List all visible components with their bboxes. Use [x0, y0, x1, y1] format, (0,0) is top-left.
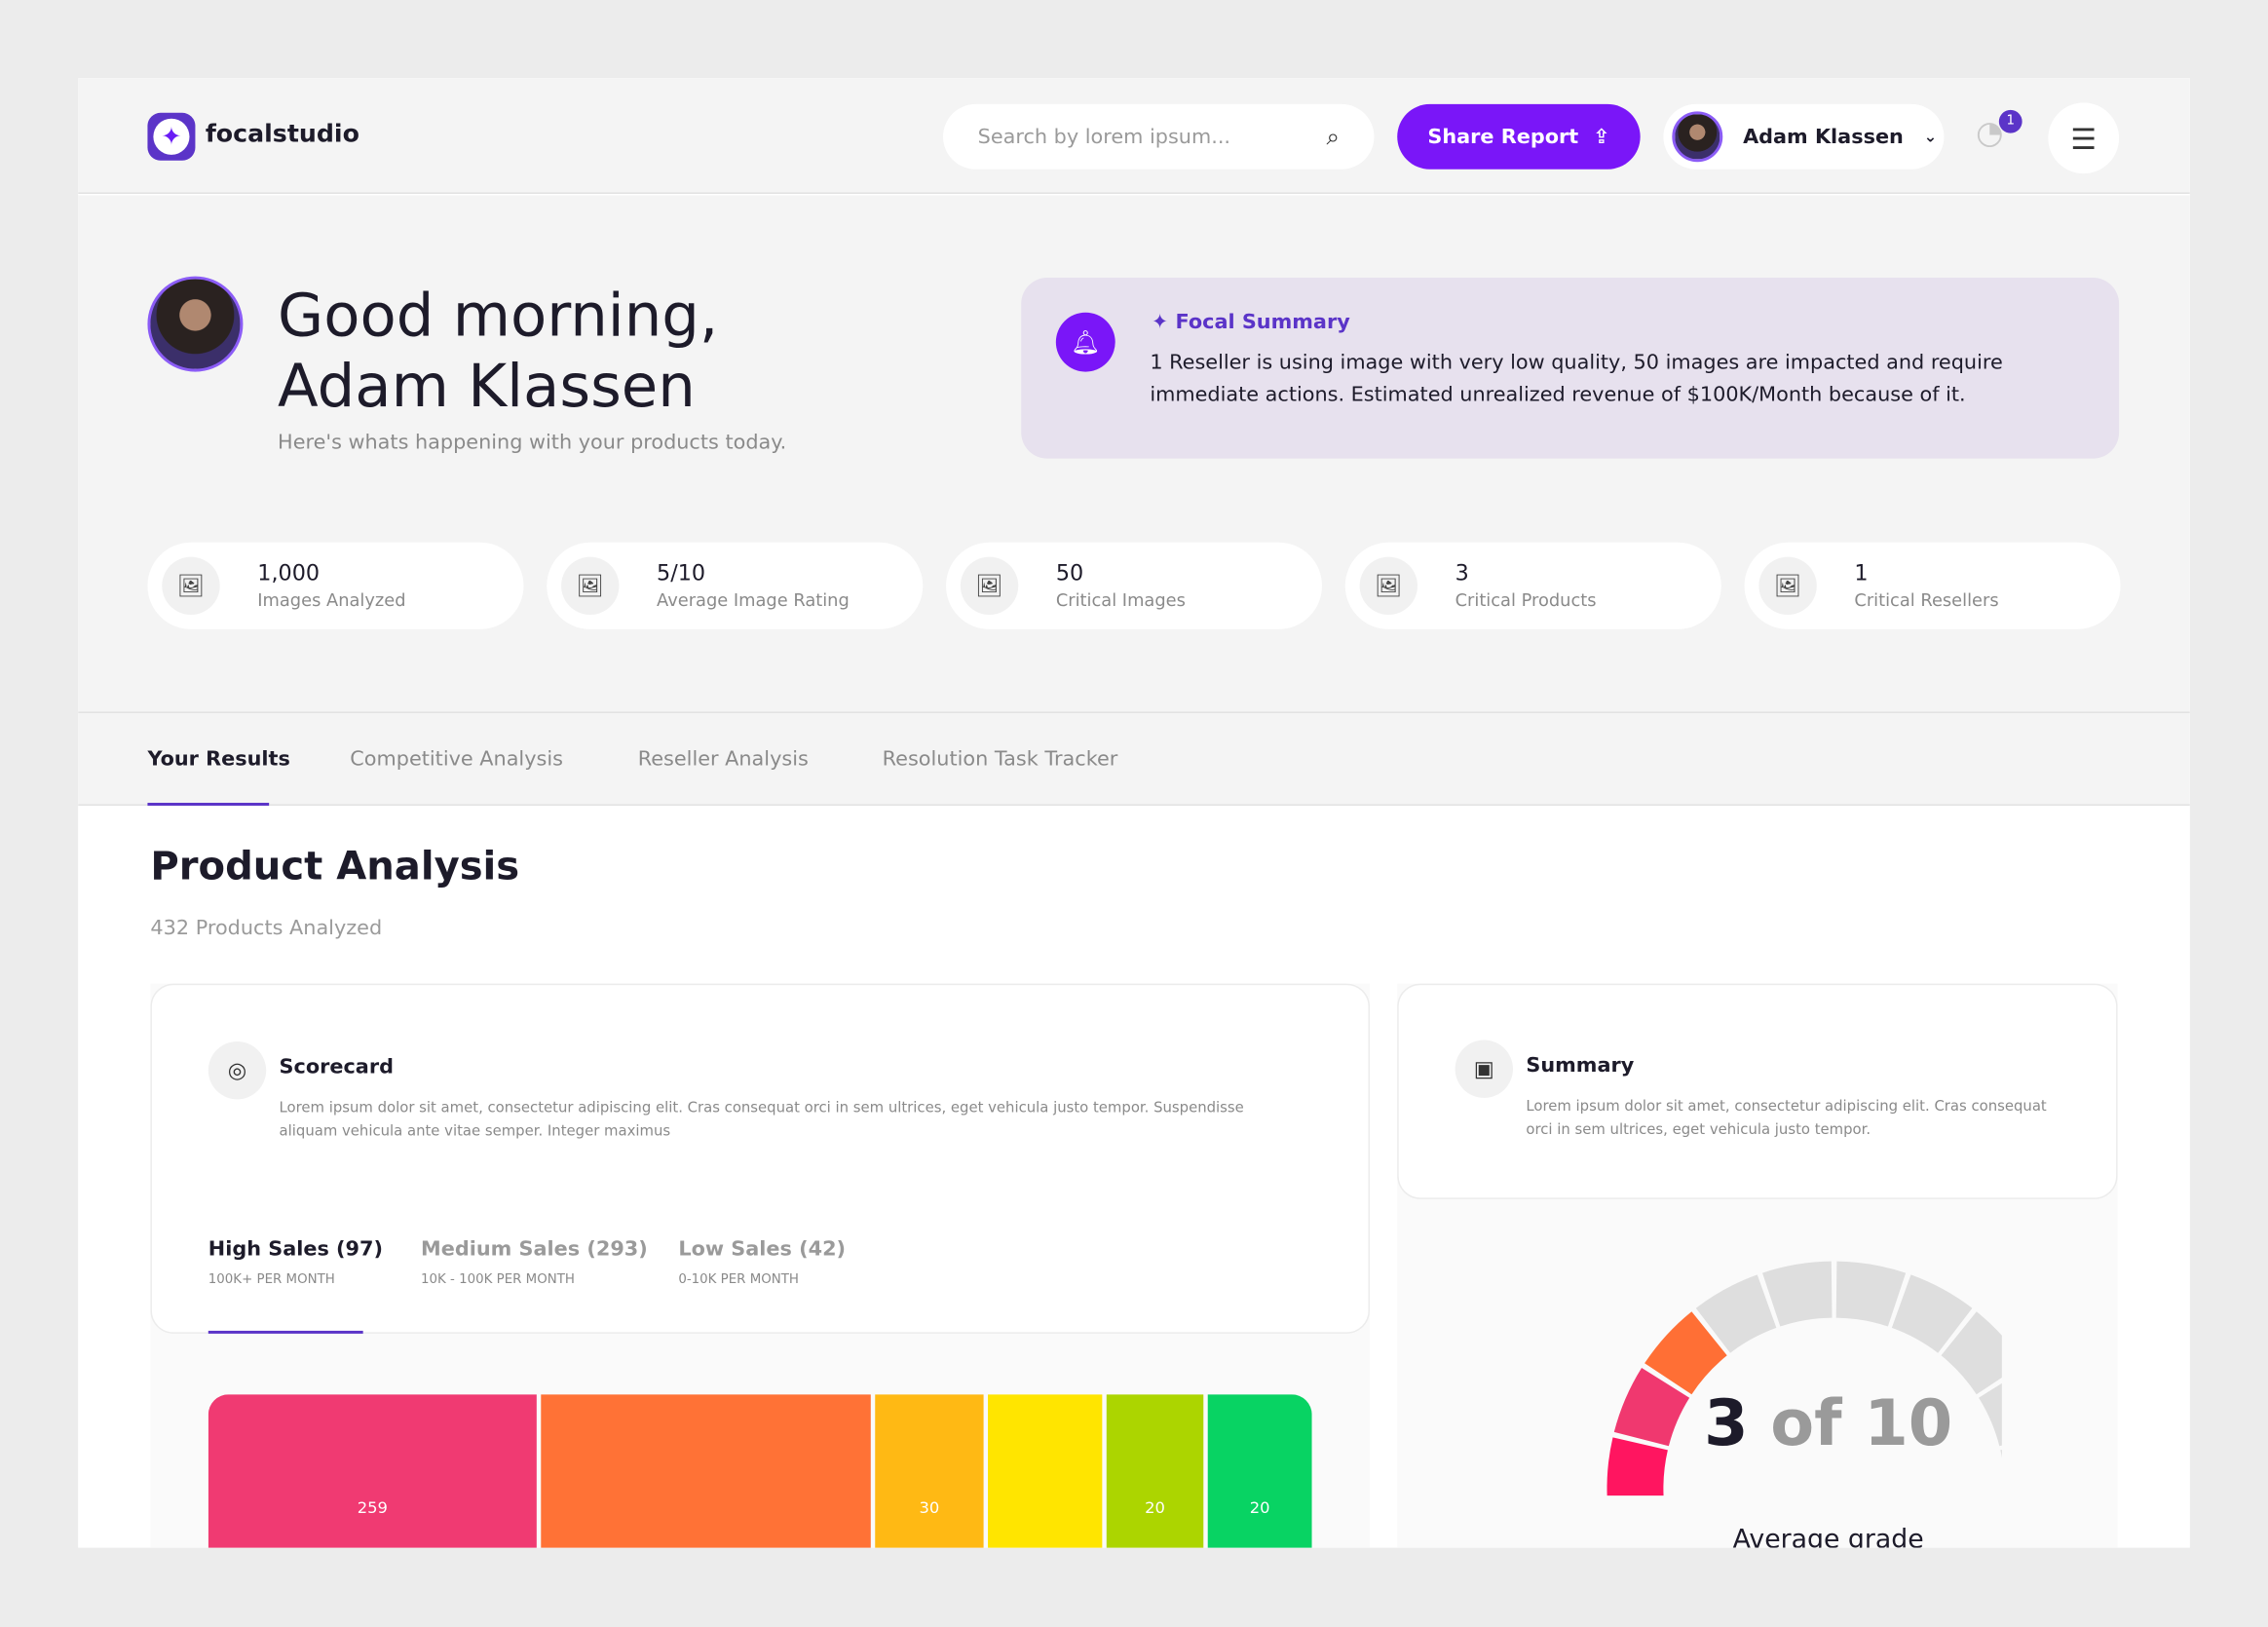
gauge-segment [1835, 1261, 1907, 1327]
grade-label: Average grade [1732, 1524, 1924, 1548]
sales-segment[interactable] [541, 1394, 871, 1548]
sales-segment-bar: 259 30 20 20 [208, 1394, 1312, 1548]
grade-value: 3 of 10 [1704, 1386, 1953, 1461]
stat-value: 1,000 [257, 559, 321, 586]
avatar [1672, 111, 1723, 163]
greeting-line2: Adam Klassen [278, 351, 696, 422]
stat-label: Average Image Rating [657, 589, 850, 611]
summary-card [1397, 983, 2118, 1199]
share-report-button[interactable]: Share Report ⇪ [1397, 103, 1641, 170]
stat-value: 3 [1455, 559, 1469, 586]
grade-gauge [1606, 1261, 2002, 1496]
summary-icon: ▣ [1455, 1040, 1513, 1098]
stat-value: 1 [1854, 559, 1869, 586]
sales-segment[interactable]: 30 [875, 1394, 984, 1548]
summary-title: Summary [1526, 1054, 1635, 1078]
logo-text: focalstudio [205, 120, 359, 149]
gauge-segment [2000, 1450, 2002, 1458]
sales-tab-indicator [208, 1330, 363, 1334]
user-avatar-large [147, 276, 244, 372]
stat-label: Critical Resellers [1854, 589, 1999, 611]
gauge-segment [1891, 1274, 1973, 1353]
gauge-segment [1979, 1382, 2002, 1447]
sales-segment[interactable] [988, 1394, 1103, 1548]
image-icon: 🖼︎ [1359, 556, 1418, 615]
greeting-line1: Good morning, [278, 281, 719, 351]
segment-label: 20 [1145, 1498, 1165, 1518]
tab-low-sales[interactable]: Low Sales (42) 0-10K PER MONTH [678, 1237, 847, 1288]
stat-value: 50 [1055, 559, 1084, 586]
stat-label: Critical Images [1055, 589, 1186, 611]
stat-card: 🖼︎ 1 Critical Resellers [1744, 542, 2121, 629]
summary-desc: Lorem ipsum dolor sit amet, consectetur … [1526, 1099, 2047, 1139]
user-menu[interactable]: Adam Klassen ⌄ [1663, 103, 1945, 170]
gauge-segment [1941, 1311, 2002, 1395]
gauge-segment [1762, 1261, 1833, 1327]
segment-label: 259 [357, 1498, 388, 1518]
image-icon: 🖼︎ [162, 556, 220, 615]
stat-card: 🖼︎ 50 Critical Images [945, 542, 1323, 629]
stat-value: 5/10 [657, 559, 706, 586]
search-placeholder: Search by lorem ipsum... [977, 125, 1231, 149]
share-icon: ⇪ [1593, 125, 1610, 149]
tab-reseller-analysis[interactable]: Reseller Analysis [637, 747, 809, 772]
target-icon: ◎ [208, 1041, 267, 1100]
focal-summary-body: 1 Reseller is using image with very low … [1150, 351, 2003, 407]
scorecard-desc: Lorem ipsum dolor sit amet, consectetur … [279, 1100, 1244, 1140]
stat-card: 🖼︎ 1,000 Images Analyzed [147, 542, 524, 629]
share-report-label: Share Report [1427, 125, 1579, 149]
sales-segment[interactable]: 20 [1106, 1394, 1204, 1548]
bell-icon: 🔔︎ [1055, 312, 1115, 372]
stat-label: Critical Products [1455, 589, 1597, 611]
stat-card: 🖼︎ 3 Critical Products [1344, 542, 1721, 629]
search-icon[interactable]: ⌕ [1326, 122, 1340, 150]
sales-segment[interactable]: 259 [208, 1394, 537, 1548]
tab-competitive-analysis[interactable]: Competitive Analysis [350, 747, 563, 772]
gauge-segment [1695, 1274, 1777, 1353]
focal-summary-title: ✦ Focal Summary [1151, 311, 1350, 334]
search-input[interactable]: Search by lorem ipsum... ⌕ [943, 103, 1375, 170]
user-name: Adam Klassen [1743, 125, 1904, 149]
segment-label: 20 [1249, 1498, 1270, 1518]
section-title: Product Analysis [150, 845, 520, 890]
sales-segment[interactable]: 20 [1207, 1394, 1312, 1548]
gauge-segment [1613, 1367, 1690, 1447]
greeting-subtitle: Here's whats happening with your product… [278, 431, 787, 455]
focal-summary-card: 🔔︎ ✦ Focal Summary 1 Reseller is using i… [1021, 278, 2120, 459]
logo-icon[interactable]: ✦ [147, 112, 196, 161]
gauge-segment [1606, 1437, 1668, 1496]
tab-bar: Your Results Competitive Analysis Resell… [78, 711, 2190, 806]
stat-label: Images Analyzed [257, 589, 406, 611]
gauge-segment [1644, 1311, 1727, 1395]
tab-medium-sales[interactable]: Medium Sales (293) 10K - 100K PER MONTH [421, 1237, 648, 1288]
image-icon: 🖼︎ [561, 556, 620, 615]
scorecard-title: Scorecard [279, 1055, 394, 1079]
image-icon: 🖼︎ [1758, 556, 1817, 615]
stat-card: 🖼︎ 5/10 Average Image Rating [547, 542, 924, 629]
notification-badge: 1 [1998, 109, 2022, 133]
products-count: 432 Products Analyzed [150, 917, 383, 941]
image-icon: 🖼︎ [960, 556, 1019, 615]
tab-your-results[interactable]: Your Results [147, 747, 290, 772]
active-tab-indicator [147, 803, 270, 806]
chevron-down-icon: ⌄ [1923, 127, 1938, 146]
tab-high-sales[interactable]: High Sales (97) 100K+ PER MONTH [208, 1237, 384, 1288]
dashboard: ✦ focalstudio Search by lorem ipsum... ⌕… [78, 78, 2190, 1548]
menu-icon[interactable]: ☰ [2048, 102, 2120, 174]
scorecard-card [150, 983, 1371, 1334]
segment-label: 30 [919, 1498, 940, 1518]
tab-resolution-task-tracker[interactable]: Resolution Task Tracker [882, 747, 1118, 772]
greeting: Good morning, Adam Klassen [278, 281, 718, 423]
